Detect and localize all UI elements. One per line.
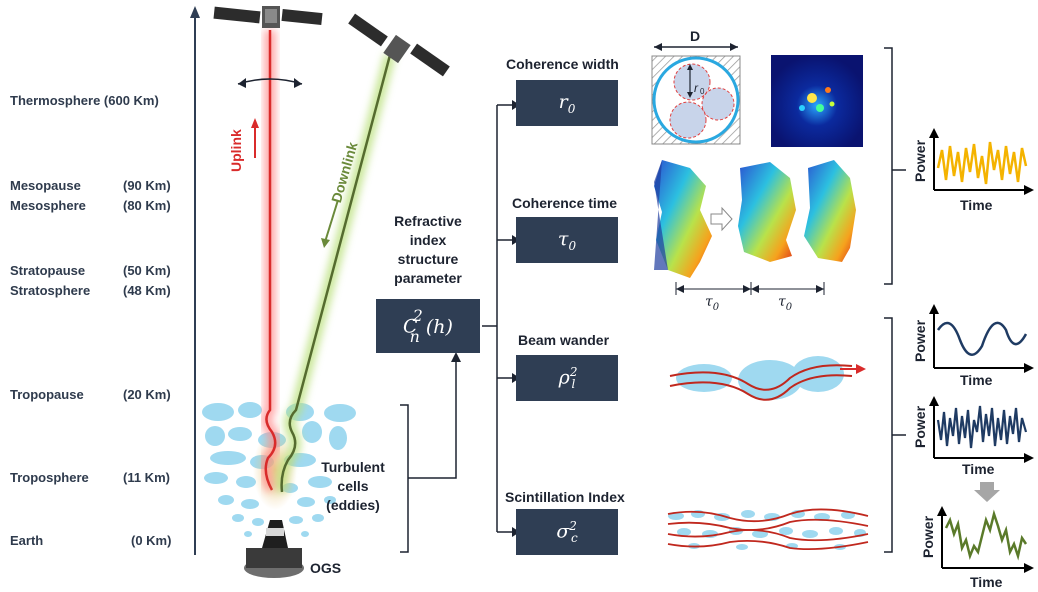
aperture-d-label: D bbox=[690, 28, 701, 44]
layer-tropopause: Tropopause bbox=[10, 387, 84, 402]
layer-thermosphere: Thermosphere (600 Km) bbox=[10, 93, 159, 108]
plot1-power-label: Power bbox=[912, 139, 928, 182]
scintillation-index-title: Scintillation Index bbox=[505, 489, 625, 505]
plot2-time-label: Time bbox=[960, 372, 993, 388]
cn2-label: Refractive index structure parameter bbox=[394, 213, 462, 286]
satellite-uplink bbox=[213, 6, 323, 28]
layer-mesopause-alt: (90 Km) bbox=[123, 178, 171, 193]
turbulent-cells-label: Turbulent cells (eddies) bbox=[321, 459, 385, 513]
tau-tick-1: τ0 bbox=[705, 294, 720, 313]
wavefront-2 bbox=[738, 162, 796, 262]
downlink-beam bbox=[280, 54, 392, 493]
coherence-width-box: r0 bbox=[516, 80, 618, 126]
layer-mesosphere-alt: (80 Km) bbox=[123, 198, 171, 213]
plot3-power-label: Power bbox=[912, 405, 928, 448]
power-plot-3 bbox=[929, 396, 1034, 463]
tau-tick-2: τ0 bbox=[778, 294, 793, 313]
beam-wander-illustration bbox=[669, 356, 866, 401]
plot4-time-label: Time bbox=[970, 574, 1003, 590]
plot2-power-label: Power bbox=[912, 319, 928, 362]
layer-mesosphere: Mesosphere bbox=[10, 198, 86, 213]
ogs-label: OGS bbox=[310, 560, 342, 576]
power-plot-2 bbox=[929, 304, 1034, 373]
scintillation-illustration bbox=[667, 508, 869, 551]
layer-tropopause-alt: (20 Km) bbox=[123, 387, 171, 402]
layer-stratopause: Stratopause bbox=[10, 263, 86, 278]
svg-text:r: r bbox=[694, 81, 699, 95]
coherence-width-title: Coherence width bbox=[506, 56, 619, 72]
svg-text:0: 0 bbox=[700, 87, 705, 96]
wavefront-3 bbox=[804, 160, 856, 262]
down-arrow-icon bbox=[974, 482, 1000, 502]
wavefront-arrow bbox=[710, 206, 733, 232]
plot3-time-label: Time bbox=[962, 461, 995, 477]
power-plot-1 bbox=[929, 128, 1034, 195]
beam-wander-title: Beam wander bbox=[518, 332, 610, 348]
plot4-power-label: Power bbox=[920, 515, 936, 558]
aperture-diagram: r 0 bbox=[651, 43, 741, 145]
satellite-downlink bbox=[348, 13, 450, 77]
cn2-box: Cn2 (h) bbox=[376, 299, 480, 353]
ogs-telescope bbox=[244, 520, 304, 578]
speckle-image bbox=[771, 55, 863, 147]
layer-mesopause: Mesopause bbox=[10, 178, 81, 193]
beam-wander-box: ρ2l bbox=[516, 355, 618, 401]
layer-stratosphere: Stratosphere bbox=[10, 283, 91, 298]
coherence-time-title: Coherence time bbox=[512, 195, 618, 211]
layer-stratosphere-alt: (48 Km) bbox=[123, 283, 171, 298]
layer-earth: Earth bbox=[10, 533, 44, 548]
layer-troposphere: Troposphere bbox=[10, 470, 89, 485]
layer-troposphere-alt: (11 Km) bbox=[123, 470, 170, 485]
uplink-beam bbox=[264, 30, 277, 491]
scintillation-index-box: σ2c bbox=[516, 509, 618, 555]
power-plot-4 bbox=[937, 506, 1034, 573]
wavefront-1 bbox=[654, 160, 712, 278]
layer-stratopause-alt: (50 Km) bbox=[123, 263, 171, 278]
plot1-time-label: Time bbox=[960, 197, 993, 213]
layer-earth-alt: (0 Km) bbox=[131, 533, 172, 548]
coherence-time-box: τ0 bbox=[516, 217, 618, 263]
